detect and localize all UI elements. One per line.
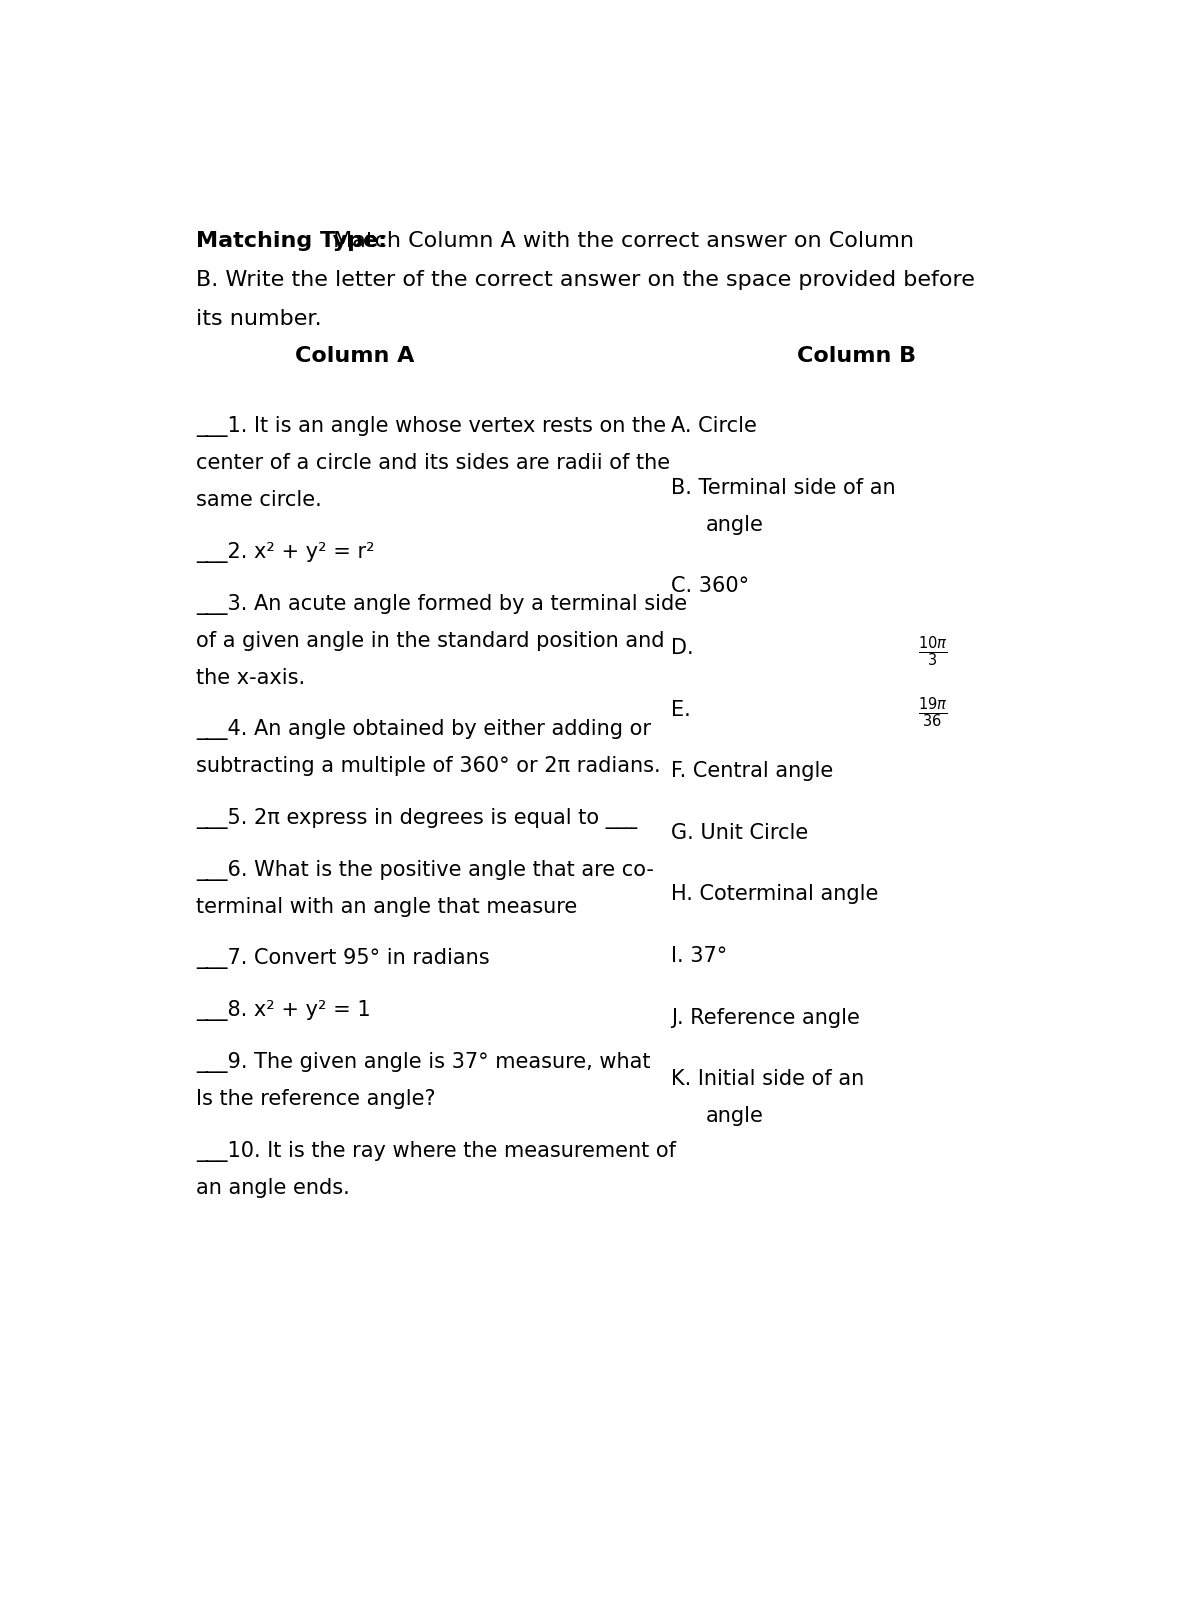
Text: E.: E.: [671, 699, 697, 720]
Text: K. Initial side of an: K. Initial side of an: [671, 1069, 864, 1090]
Text: its number.: its number.: [197, 309, 322, 330]
Text: J. Reference angle: J. Reference angle: [671, 1008, 859, 1027]
Text: G. Unit Circle: G. Unit Circle: [671, 822, 808, 843]
Text: Column A: Column A: [295, 346, 414, 366]
Text: angle: angle: [706, 1106, 764, 1126]
Text: angle: angle: [706, 515, 764, 534]
Text: I. 37°: I. 37°: [671, 946, 727, 966]
Text: ___1. It is an angle whose vertex rests on the: ___1. It is an angle whose vertex rests …: [197, 416, 667, 437]
Text: D.: D.: [671, 638, 700, 658]
Text: ___6. What is the positive angle that are co-: ___6. What is the positive angle that ar…: [197, 859, 654, 880]
Text: same circle.: same circle.: [197, 490, 323, 510]
Text: ___3. An acute angle formed by a terminal side: ___3. An acute angle formed by a termina…: [197, 594, 688, 614]
Text: Is the reference angle?: Is the reference angle?: [197, 1090, 436, 1109]
Text: terminal with an angle that measure: terminal with an angle that measure: [197, 896, 584, 917]
Text: H. Coterminal angle: H. Coterminal angle: [671, 885, 878, 904]
Text: $\frac{19\pi}{36}$: $\frac{19\pi}{36}$: [918, 696, 947, 730]
Text: $\frac{10\pi}{3}$: $\frac{10\pi}{3}$: [918, 634, 947, 669]
Text: B. Write the letter of the correct answer on the space provided before: B. Write the letter of the correct answe…: [197, 270, 976, 290]
Text: of a given angle in the standard position and: of a given angle in the standard positio…: [197, 630, 665, 651]
Text: ___8. x² + y² = 1: ___8. x² + y² = 1: [197, 1000, 371, 1021]
Text: subtracting a multiple of 360° or 2π radians.: subtracting a multiple of 360° or 2π rad…: [197, 757, 661, 776]
Text: ___9. The given angle is 37° measure, what: ___9. The given angle is 37° measure, wh…: [197, 1051, 650, 1074]
Text: B. Terminal side of an: B. Terminal side of an: [671, 478, 895, 498]
Text: ___2. x² + y² = r²: ___2. x² + y² = r²: [197, 542, 376, 563]
Text: the x-axis.: the x-axis.: [197, 667, 306, 688]
Text: ___5. 2π express in degrees is equal to ___: ___5. 2π express in degrees is equal to …: [197, 808, 637, 829]
Text: center of a circle and its sides are radii of the: center of a circle and its sides are rad…: [197, 453, 671, 474]
Text: Column B: Column B: [797, 346, 917, 366]
Text: C. 360°: C. 360°: [671, 576, 749, 597]
Text: ___10. It is the ray where the measurement of: ___10. It is the ray where the measureme…: [197, 1141, 677, 1162]
Text: A. Circle: A. Circle: [671, 416, 757, 437]
Text: ___4. An angle obtained by either adding or: ___4. An angle obtained by either adding…: [197, 720, 652, 741]
Text: an angle ends.: an angle ends.: [197, 1178, 350, 1197]
Text: F. Central angle: F. Central angle: [671, 762, 833, 781]
Text: ___7. Convert 95° in radians: ___7. Convert 95° in radians: [197, 949, 490, 970]
Text: Matching Type:: Matching Type:: [197, 232, 388, 251]
Text: Match Column A with the correct answer on Column: Match Column A with the correct answer o…: [325, 232, 913, 251]
